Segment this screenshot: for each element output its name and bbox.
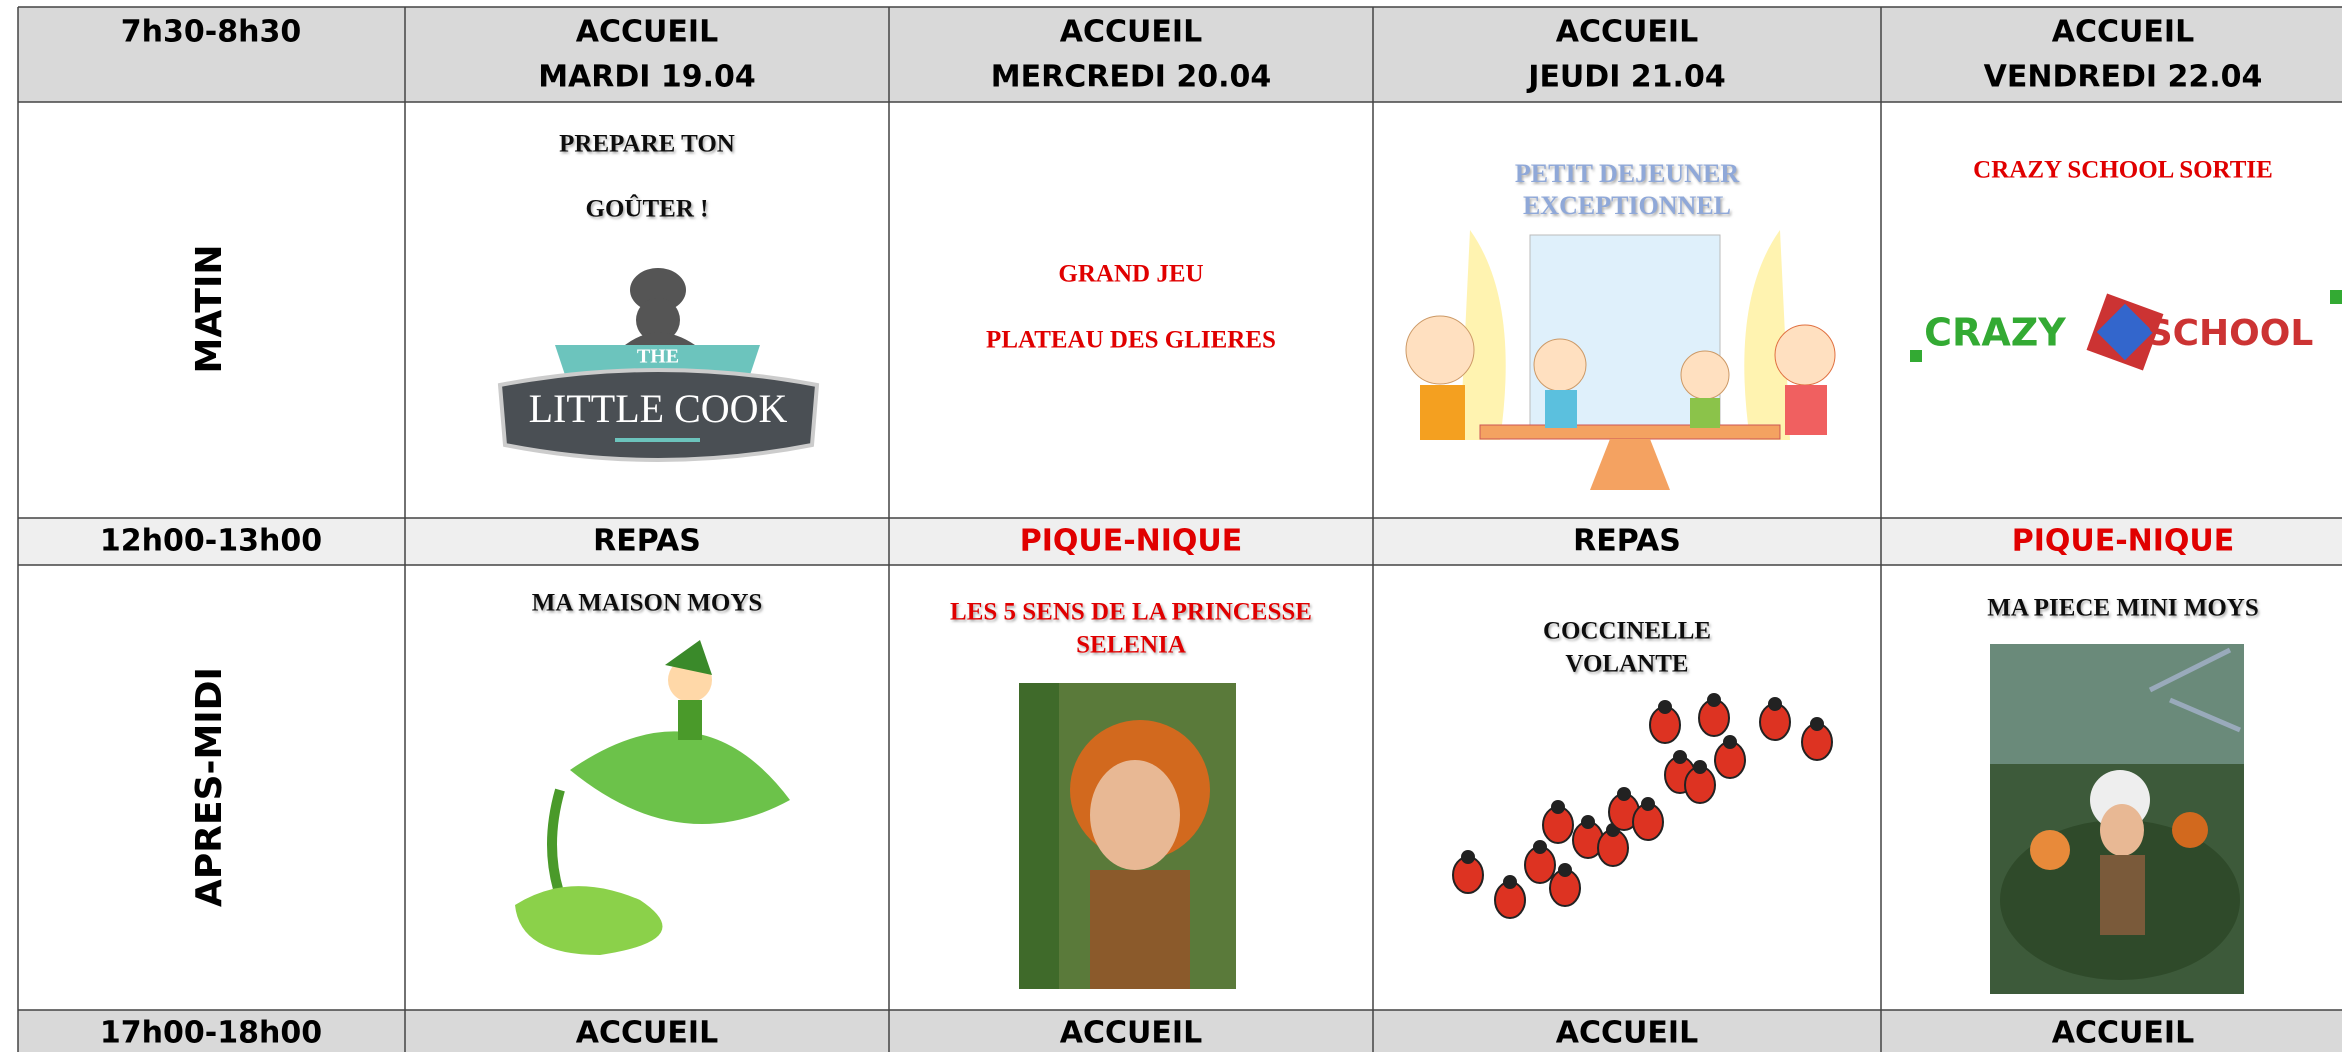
logo-left: CRAZY	[1924, 311, 2066, 355]
row-label: APRES-MIDI	[189, 667, 230, 907]
cell-text: ACCUEIL	[1060, 1016, 1202, 1051]
cell-text: COCCINELLE	[1543, 618, 1711, 645]
cell-text: SELENIA	[1076, 632, 1186, 659]
ladybug-head	[1503, 875, 1517, 889]
ladybug-head	[1558, 863, 1572, 877]
cell-text: LES 5 SENS DE LA PRINCESSE	[950, 599, 1312, 626]
cell-text: PREPARE TON	[559, 131, 735, 158]
ladybug-head	[1551, 800, 1565, 814]
time-label: 12h00-13h00	[100, 524, 322, 559]
ladybug-head	[1693, 760, 1707, 774]
ladybug-head	[1617, 787, 1631, 801]
cell-text: EXCEPTIONNEL	[1523, 191, 1731, 220]
little-cook-logo: THE LITTLE COOK	[497, 268, 820, 462]
cell-text: PIQUE-NIQUE	[1020, 524, 1243, 559]
cell-text: ACCUEIL	[576, 15, 718, 50]
ladybug-head	[1461, 850, 1475, 864]
ladybug-head	[1533, 840, 1547, 854]
cell-text: MARDI 19.04	[538, 60, 756, 95]
time-label: 17h00-18h00	[100, 1016, 322, 1051]
cell-text: PIQUE-NIQUE	[2012, 524, 2235, 559]
cell-text: PLATEAU DES GLIERES	[986, 327, 1276, 354]
breakfast-image	[1405, 230, 1836, 490]
cell-text: MA PIECE MINI MOYS	[1987, 595, 2259, 622]
ladybug-head	[1658, 700, 1672, 714]
leaf-image	[515, 640, 790, 955]
logo-right: SCHOOL	[2147, 313, 2314, 354]
cell-text: REPAS	[1573, 524, 1681, 559]
cell-text: VOLANTE	[1565, 651, 1688, 678]
row-label: MATIN	[189, 245, 230, 374]
ladybug-head	[1723, 735, 1737, 749]
ladybug-head	[1641, 797, 1655, 811]
cell-text: REPAS	[593, 524, 701, 559]
ladybug-head	[1673, 750, 1687, 764]
cell-text: GOÛTER !	[586, 194, 709, 223]
cell-text: ACCUEIL	[576, 1016, 718, 1051]
cell-text: PETIT DEJEUNER	[1515, 159, 1739, 188]
minimoys-photo	[1990, 644, 2244, 994]
cell-text: CRAZY SCHOOL SORTIE	[1973, 157, 2273, 184]
selenia-photo	[1019, 683, 1236, 989]
cell-text: ACCUEIL	[1556, 1016, 1698, 1051]
time-label: 7h30-8h30	[121, 15, 301, 50]
ladybugs-image	[1452, 693, 1833, 919]
crazy-school-logo: CRAZY SCHOOL	[1910, 290, 2342, 371]
ladybug-head	[1768, 697, 1782, 711]
cell-text: GRAND JEU	[1058, 261, 1203, 288]
cell-text: JEUDI 21.04	[1526, 60, 1725, 95]
cell-text: ACCUEIL	[2052, 15, 2194, 50]
grid	[17, 6, 2342, 1052]
ladybug-head	[1810, 717, 1824, 731]
cell-text: ACCUEIL	[1556, 15, 1698, 50]
cell-text: MA MAISON MOYS	[532, 590, 763, 617]
cell-text: VENDREDI 22.04	[1984, 60, 2263, 95]
ladybug-head	[1581, 815, 1595, 829]
cell-text: ACCUEIL	[1060, 15, 1202, 50]
cell-text: MERCREDI 20.04	[991, 60, 1271, 95]
logo-main: LITTLE COOK	[529, 386, 788, 431]
ladybug-head	[1707, 693, 1721, 707]
logo-top: THE	[637, 346, 679, 368]
cell-text: ACCUEIL	[2052, 1016, 2194, 1051]
